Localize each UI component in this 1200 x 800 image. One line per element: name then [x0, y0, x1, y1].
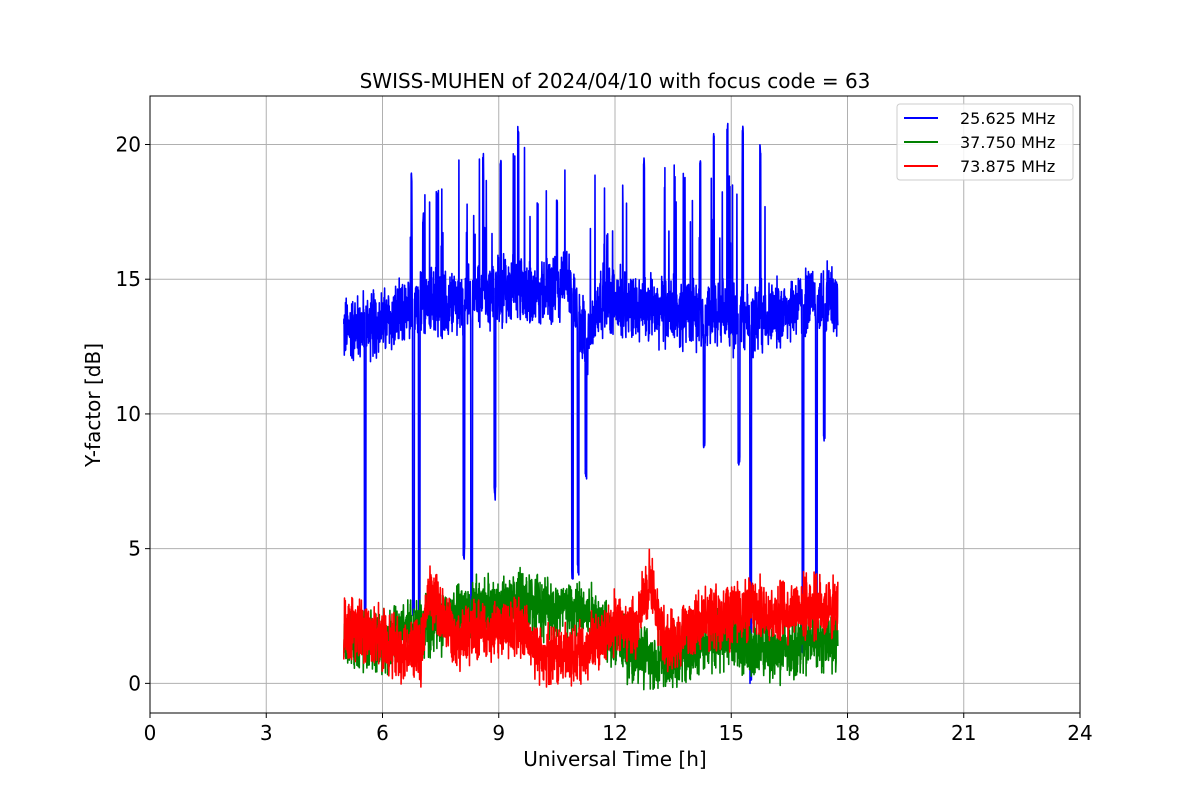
y-tick-label: 15: [116, 267, 141, 291]
legend-entry: 37.750 MHz: [960, 133, 1055, 152]
y-axis: 0 5 10 15 20: [116, 132, 150, 695]
chart-title: SWISS-MUHEN of 2024/04/10 with focus cod…: [360, 69, 871, 93]
y-tick-label: 10: [116, 402, 141, 426]
legend-entry: 73.875 MHz: [960, 157, 1055, 176]
series-line-3: [343, 548, 839, 688]
y-tick-label: 20: [116, 132, 141, 156]
y-tick-label: 5: [128, 537, 141, 561]
x-tick-label: 9: [492, 721, 505, 745]
legend: 25.625 MHz 37.750 MHz 73.875 MHz: [896, 103, 1074, 181]
legend-entry: 25.625 MHz: [960, 109, 1055, 128]
x-tick-label: 0: [144, 721, 157, 745]
legend-box: [896, 103, 1074, 181]
y-axis-label: Y-factor [dB]: [81, 343, 105, 468]
x-tick-label: 12: [602, 721, 627, 745]
x-axis: 0 3 6 9 12 15 18 21 24: [144, 713, 1093, 745]
series-layer: [343, 122, 839, 691]
x-tick-label: 24: [1067, 721, 1092, 745]
x-tick-label: 21: [951, 721, 976, 745]
x-tick-label: 15: [719, 721, 744, 745]
series-line-1: [343, 122, 839, 685]
y-tick-label: 0: [128, 671, 141, 695]
x-tick-label: 6: [376, 721, 389, 745]
x-tick-label: 3: [260, 721, 273, 745]
x-tick-label: 18: [835, 721, 860, 745]
x-axis-label: Universal Time [h]: [523, 747, 706, 771]
